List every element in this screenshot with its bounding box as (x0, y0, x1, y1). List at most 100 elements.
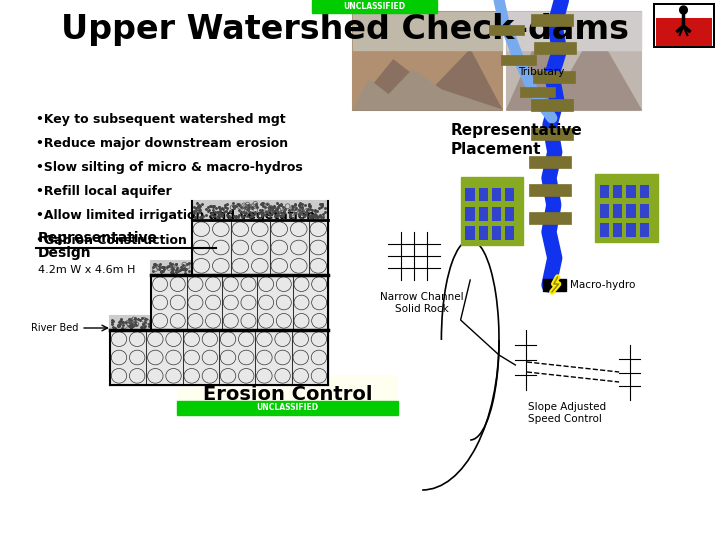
Point (275, 199, 287, 208)
Point (157, 266, 168, 275)
Bar (501, 55, 536, 65)
Bar (479, 207, 488, 221)
Point (236, 212, 248, 220)
Point (266, 206, 277, 214)
Point (272, 203, 284, 212)
Point (201, 211, 212, 220)
Point (115, 314, 127, 323)
Bar (516, 330, 536, 390)
Point (210, 204, 221, 212)
Bar (528, 156, 571, 168)
Point (164, 260, 176, 269)
Bar (520, 87, 554, 97)
Text: Narrow Channel
Solid Rock: Narrow Channel Solid Rock (380, 292, 464, 314)
Point (194, 205, 206, 214)
Point (132, 315, 143, 323)
Point (208, 206, 220, 214)
Polygon shape (507, 30, 642, 110)
Point (264, 211, 275, 220)
Point (193, 208, 204, 217)
Point (237, 212, 248, 220)
Point (139, 315, 150, 323)
Point (294, 202, 305, 211)
Bar (531, 14, 573, 26)
Circle shape (680, 6, 688, 14)
Point (213, 203, 225, 212)
Bar (600, 185, 609, 198)
Point (228, 204, 240, 212)
Point (275, 212, 287, 220)
Bar (479, 188, 488, 201)
Text: UNCLASSIFIED: UNCLASSIFIED (256, 403, 319, 413)
Point (216, 204, 228, 213)
Point (250, 209, 261, 218)
Point (179, 268, 191, 277)
Point (313, 212, 325, 220)
Point (107, 315, 118, 324)
Point (293, 210, 305, 219)
Point (116, 323, 127, 332)
Point (318, 210, 329, 218)
Point (266, 203, 278, 212)
Point (124, 314, 135, 323)
Point (212, 207, 223, 216)
Point (303, 200, 315, 209)
Bar (626, 204, 636, 218)
Point (197, 212, 208, 220)
Point (300, 208, 311, 217)
Text: Macro-hydro: Macro-hydro (570, 280, 636, 290)
Bar (492, 226, 501, 240)
Point (316, 200, 328, 208)
Point (243, 200, 254, 209)
Point (107, 322, 119, 331)
Point (263, 203, 274, 212)
Bar (613, 204, 622, 218)
Point (304, 200, 315, 208)
Point (207, 201, 219, 210)
Point (304, 201, 315, 210)
Point (315, 202, 327, 211)
Point (156, 267, 168, 275)
Point (319, 204, 330, 212)
Point (200, 204, 212, 213)
Point (138, 320, 149, 328)
Point (273, 201, 284, 210)
Point (164, 259, 176, 267)
Point (228, 199, 239, 207)
Point (271, 204, 282, 213)
Point (316, 201, 328, 210)
Point (125, 319, 137, 328)
Point (233, 211, 245, 220)
Point (265, 206, 276, 214)
Point (178, 265, 189, 274)
Bar (595, 174, 657, 242)
Bar (528, 212, 571, 224)
Bar (619, 345, 640, 400)
Point (289, 200, 301, 209)
Point (250, 200, 261, 208)
Bar (600, 204, 609, 218)
Point (264, 206, 275, 214)
Point (230, 212, 242, 220)
Point (320, 208, 331, 217)
Bar (465, 207, 474, 221)
Point (304, 202, 315, 211)
Text: •Reduce major downstream erosion: •Reduce major downstream erosion (36, 138, 288, 151)
Point (176, 262, 187, 271)
Point (148, 263, 159, 272)
Point (235, 208, 247, 217)
Point (261, 208, 272, 217)
Point (283, 206, 294, 215)
Point (216, 212, 228, 221)
Bar (192, 220, 328, 275)
Point (318, 213, 329, 221)
Point (308, 211, 320, 219)
Point (176, 265, 188, 273)
Point (232, 213, 243, 222)
Point (130, 314, 141, 322)
Point (139, 322, 150, 331)
Bar (505, 188, 514, 201)
Point (192, 203, 203, 212)
Point (125, 323, 137, 332)
Point (228, 201, 239, 210)
